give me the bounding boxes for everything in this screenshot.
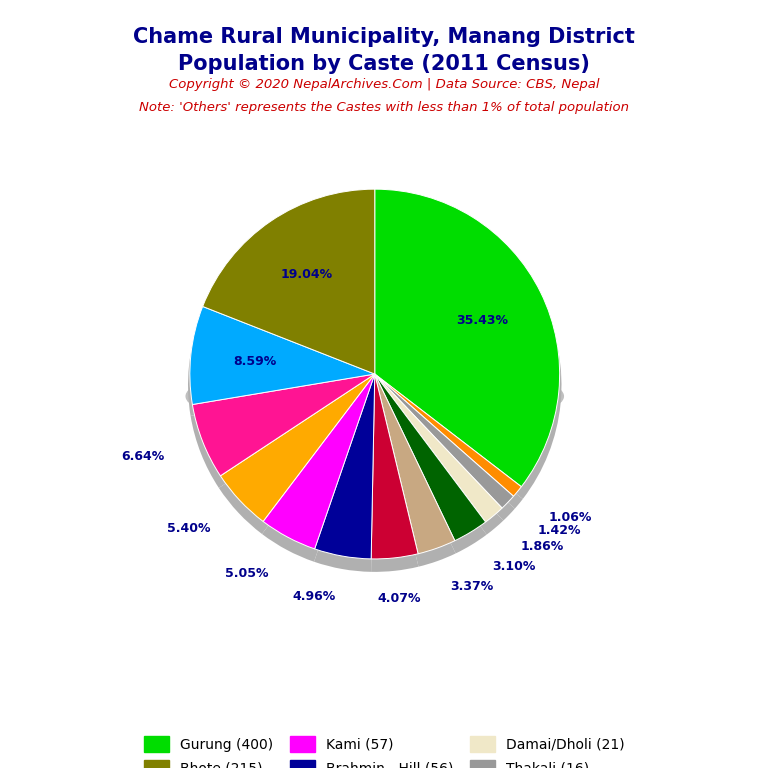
Text: 4.07%: 4.07% — [377, 592, 421, 604]
Wedge shape — [371, 385, 419, 572]
Legend: Gurung (400), Bhote (215), Ghale (97), Magar (75), Newar (61), Kami (57), Brahmi: Gurung (400), Bhote (215), Ghale (97), M… — [144, 737, 624, 768]
Text: Chame Rural Municipality, Manang District: Chame Rural Municipality, Manang Distric… — [133, 27, 635, 47]
Wedge shape — [375, 189, 560, 487]
Text: Note: 'Others' represents the Castes with less than 1% of total population: Note: 'Others' represents the Castes wit… — [139, 101, 629, 114]
Wedge shape — [315, 374, 375, 559]
Wedge shape — [193, 374, 375, 476]
Wedge shape — [375, 374, 521, 496]
Wedge shape — [375, 385, 503, 535]
Text: Copyright © 2020 NepalArchives.Com | Data Source: CBS, Nepal: Copyright © 2020 NepalArchives.Com | Dat… — [169, 78, 599, 91]
Ellipse shape — [186, 363, 564, 429]
Wedge shape — [263, 374, 375, 549]
Text: 5.40%: 5.40% — [167, 521, 210, 535]
Wedge shape — [375, 374, 514, 508]
Wedge shape — [190, 306, 375, 405]
Wedge shape — [375, 385, 523, 508]
Wedge shape — [371, 374, 418, 559]
Text: 4.96%: 4.96% — [292, 590, 336, 603]
Wedge shape — [375, 385, 487, 554]
Text: 5.05%: 5.05% — [225, 567, 269, 580]
Wedge shape — [219, 385, 375, 534]
Wedge shape — [375, 385, 515, 521]
Wedge shape — [375, 374, 455, 554]
Wedge shape — [188, 317, 375, 416]
Wedge shape — [375, 374, 502, 522]
Text: 1.06%: 1.06% — [549, 511, 592, 524]
Wedge shape — [375, 385, 455, 567]
Wedge shape — [314, 385, 375, 572]
Text: 1.42%: 1.42% — [538, 524, 581, 537]
Wedge shape — [375, 198, 561, 499]
Wedge shape — [201, 198, 375, 385]
Text: 1.86%: 1.86% — [520, 540, 564, 553]
Text: 3.37%: 3.37% — [451, 580, 494, 593]
Text: 35.43%: 35.43% — [456, 314, 508, 327]
Text: 8.59%: 8.59% — [233, 355, 276, 368]
Text: 3.10%: 3.10% — [492, 561, 535, 574]
Wedge shape — [375, 374, 485, 541]
Wedge shape — [220, 374, 375, 521]
Wedge shape — [190, 385, 375, 488]
Wedge shape — [262, 385, 375, 561]
Text: 6.64%: 6.64% — [121, 450, 165, 463]
Wedge shape — [203, 189, 375, 374]
Text: 19.04%: 19.04% — [281, 268, 333, 281]
Text: Population by Caste (2011 Census): Population by Caste (2011 Census) — [178, 54, 590, 74]
